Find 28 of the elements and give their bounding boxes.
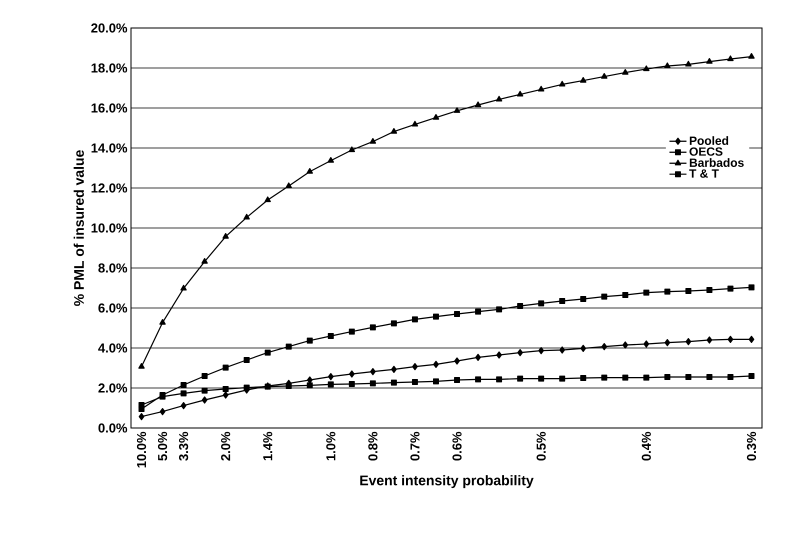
x-axis-title: Event intensity probability — [360, 475, 534, 488]
x-tick-label: 0.7% — [410, 432, 420, 461]
y-tick-label: 12.0% — [92, 183, 128, 193]
x-tick-label: 0.3% — [746, 432, 756, 461]
x-tick-label: 3.3% — [178, 432, 188, 461]
y-tick-label: 20.0% — [91, 23, 128, 33]
legend-label: OECS — [690, 147, 722, 156]
x-tick-label: 5.0% — [158, 432, 168, 461]
x-tick-label: 0.5% — [536, 432, 546, 461]
x-tick-label: 1.0% — [326, 432, 336, 460]
x-tick-label: 0.4% — [642, 432, 651, 461]
legend-label: T & T — [689, 169, 719, 178]
y-tick-label: 16.0% — [92, 103, 128, 113]
x-tick-label: 1.4% — [263, 432, 272, 460]
y-axis-title: % PML of insured value — [74, 150, 84, 306]
legend-label: Pooled — [690, 136, 728, 145]
y-tick-label: 14.0% — [92, 143, 128, 153]
y-tick-label: 2.0% — [98, 383, 128, 393]
x-tick-label: 0.8% — [368, 432, 378, 461]
x-tick-label: 0.6% — [452, 432, 462, 461]
y-tick-label: 6.0% — [98, 303, 128, 313]
x-tick-label: 2.0% — [221, 432, 230, 461]
y-tick-label: 10.0% — [92, 223, 128, 233]
y-tick-label: 8.0% — [98, 263, 128, 273]
y-tick-label: 4.0% — [98, 343, 128, 353]
legend-label: Barbados — [690, 158, 744, 167]
y-tick-label: 0.0% — [98, 423, 128, 433]
y-tick-label: 18.0% — [92, 63, 128, 73]
